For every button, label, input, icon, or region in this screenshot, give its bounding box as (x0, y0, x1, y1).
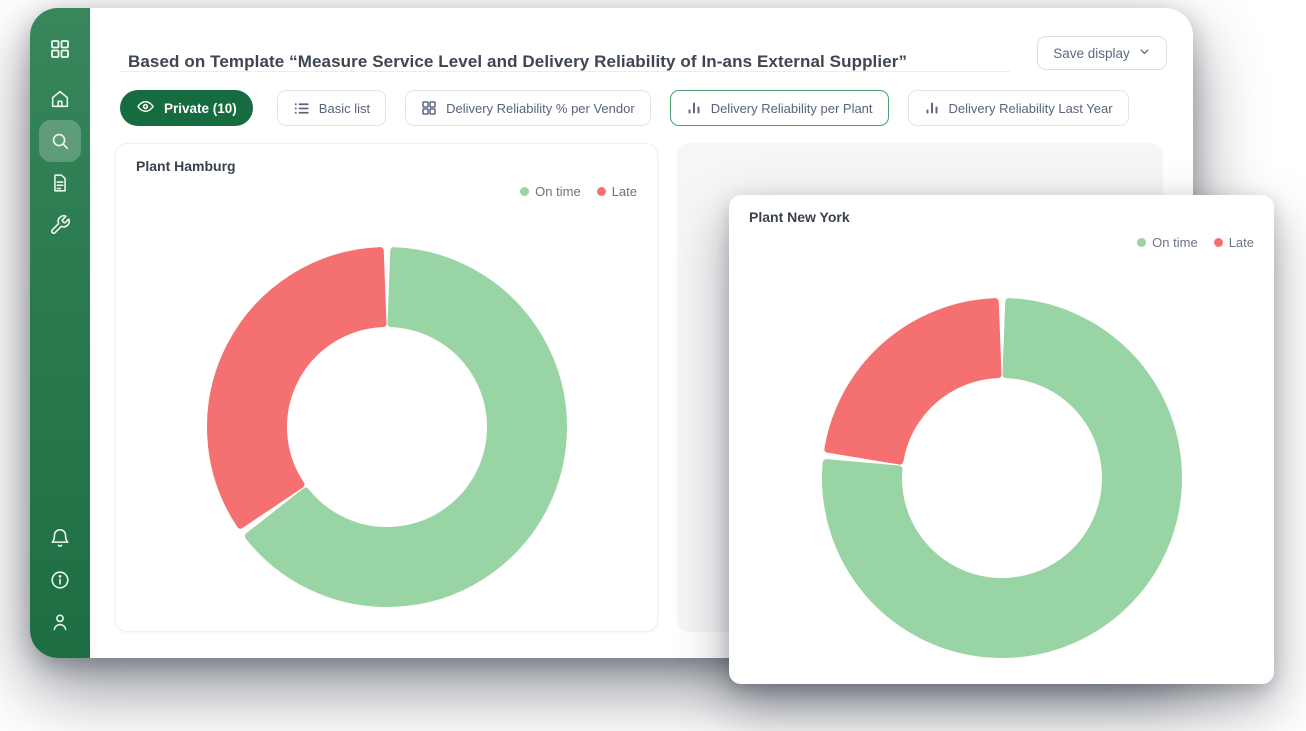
legend-label-late: Late (611, 184, 637, 199)
card-plant-hamburg[interactable]: Plant Hamburg On time Late (115, 143, 658, 632)
legend-label-on-time: On time (535, 184, 581, 199)
chart-legend: On time Late (520, 184, 637, 199)
sidebar-item-notifications[interactable] (39, 517, 81, 559)
search-icon (49, 130, 71, 152)
tab-reliability-per-vendor-label: Delivery Reliability % per Vendor (446, 100, 635, 116)
sidebar-item-tools[interactable] (39, 204, 81, 246)
page-title: Based on Template “Measure Service Level… (128, 52, 908, 72)
legend-label-on-time: On time (1152, 235, 1198, 250)
sidebar-item-profile[interactable] (39, 601, 81, 643)
grid-icon (421, 100, 437, 116)
user-icon (49, 611, 71, 633)
save-display-label: Save display (1053, 45, 1130, 61)
tab-reliability-last-year[interactable]: Delivery Reliability Last Year (907, 90, 1129, 126)
sidebar-item-home[interactable] (39, 78, 81, 120)
legend-item-late[interactable]: Late (1213, 235, 1254, 250)
sidebar (30, 8, 90, 658)
wrench-icon (49, 214, 71, 236)
legend-item-late[interactable]: Late (596, 184, 637, 199)
donut-chart-plant-hamburg[interactable] (205, 245, 569, 609)
sidebar-item-documents[interactable] (39, 162, 81, 204)
file-text-icon (49, 172, 71, 194)
chart-title: Plant Hamburg (136, 158, 236, 174)
bar-chart-icon (924, 100, 940, 116)
donut-chart-plant-new-york[interactable] (820, 296, 1184, 660)
sidebar-item-info[interactable] (39, 559, 81, 601)
donut-slice-late[interactable] (206, 247, 387, 529)
tab-basic-list-label: Basic list (318, 100, 371, 116)
info-icon (49, 569, 71, 591)
legend-label-late: Late (1228, 235, 1254, 250)
save-display-button[interactable]: Save display (1037, 36, 1167, 70)
tab-basic-list[interactable]: Basic list (276, 90, 387, 126)
grid-icon (49, 38, 71, 60)
donut-slice-late[interactable] (823, 298, 1002, 465)
tab-reliability-per-vendor[interactable]: Delivery Reliability % per Vendor (405, 90, 651, 126)
legend-item-on-time[interactable]: On time (520, 184, 581, 199)
late-dot-icon (1213, 238, 1223, 247)
view-tabs: Private (10) Basic list Delivery Reliabi… (120, 90, 1129, 126)
chevron-down-icon (1138, 45, 1151, 61)
tab-private[interactable]: Private (10) (120, 90, 253, 126)
header-divider (120, 71, 1010, 72)
sidebar-item-search[interactable] (39, 120, 81, 162)
tab-reliability-last-year-label: Delivery Reliability Last Year (948, 100, 1113, 116)
card-plant-new-york[interactable]: Plant New York On time Late (729, 195, 1274, 684)
chart-title: Plant New York (749, 209, 850, 225)
bar-chart-icon (686, 100, 702, 116)
on-time-dot-icon (520, 187, 530, 196)
sidebar-item-apps[interactable] (39, 28, 81, 70)
eye-icon (136, 97, 155, 119)
tab-reliability-per-plant[interactable]: Delivery Reliability per Plant (669, 90, 889, 126)
legend-item-on-time[interactable]: On time (1137, 235, 1198, 250)
tab-reliability-per-plant-label: Delivery Reliability per Plant (710, 100, 873, 116)
donut-slice-on-time[interactable] (244, 247, 567, 607)
on-time-dot-icon (1137, 238, 1147, 247)
list-icon (293, 100, 310, 117)
tab-private-label: Private (10) (164, 100, 237, 116)
bell-icon (49, 527, 71, 549)
chart-legend: On time Late (1137, 235, 1254, 250)
home-icon (49, 88, 71, 110)
late-dot-icon (596, 187, 606, 196)
donut-slice-on-time[interactable] (821, 298, 1182, 658)
